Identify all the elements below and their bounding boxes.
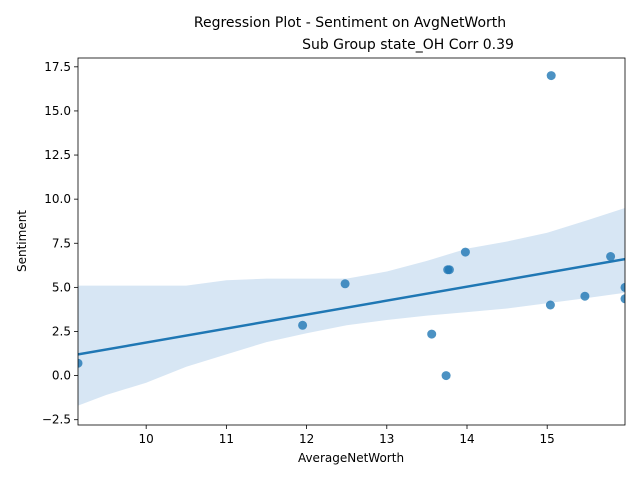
data-point-10	[546, 71, 556, 81]
y-tick-label: 10.0	[44, 192, 71, 206]
data-point-7	[444, 265, 454, 275]
data-point-12	[606, 252, 616, 261]
y-tick-label: 0.0	[52, 369, 71, 383]
y-tick-label: 12.5	[44, 148, 71, 162]
chart-title-line2: Sub Group state_OH Corr 0.39	[302, 37, 514, 53]
data-point-8	[460, 247, 470, 257]
y-axis-label: Sentiment	[15, 210, 29, 272]
data-point-11	[580, 291, 590, 301]
regression-line	[78, 257, 625, 356]
x-axis-label: AverageNetWorth	[298, 451, 404, 465]
plot-frame	[77, 57, 626, 426]
data-point-9	[545, 300, 555, 310]
data-point-5	[441, 371, 451, 381]
data-point-13	[620, 282, 625, 292]
y-tick-label: 15.0	[44, 104, 71, 118]
y-tick-label: 7.5	[52, 236, 71, 250]
plot-area	[78, 71, 625, 406]
data-point-14	[620, 294, 625, 304]
x-tick-label: 10	[139, 432, 154, 446]
y-tick-label: 5.0	[52, 280, 71, 294]
axes: 10 11 12 13 14 15 −2.5 0.0 2.5 5.0 7.5 10.0 12.5 15.0…	[42, 57, 626, 446]
y-tick-label: −2.5	[42, 413, 71, 427]
x-tick-label: 12	[299, 432, 314, 446]
x-tick-label: 14	[459, 432, 474, 446]
x-tick-label: 11	[219, 432, 234, 446]
x-tick-label: 15	[540, 432, 555, 446]
chart-title-line1: Regression Plot - Sentiment on AvgNetWor…	[194, 15, 506, 31]
data-point-1	[78, 358, 83, 368]
x-tick-label: 13	[379, 432, 394, 446]
y-tick-label: 17.5	[44, 60, 71, 74]
data-point-4	[427, 329, 437, 339]
data-point-3	[340, 279, 350, 289]
y-tick-label: 2.5	[52, 324, 71, 338]
data-point-2	[298, 320, 308, 330]
